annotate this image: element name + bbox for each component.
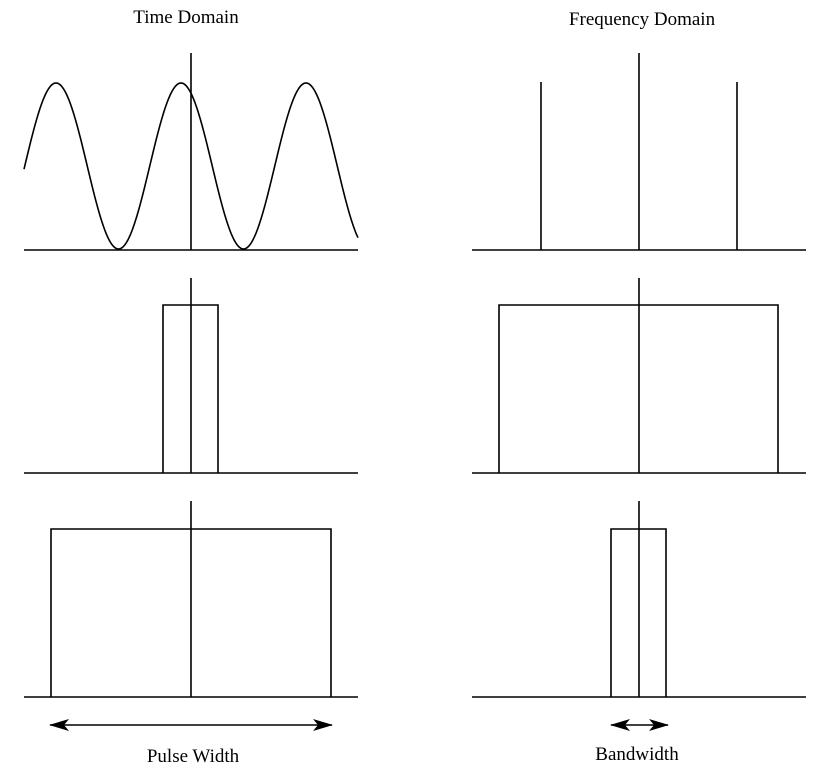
time-narrow-pulse-panel [24, 278, 358, 474]
time-domain-title: Time Domain [133, 7, 239, 28]
freq-narrow-rect-panel [472, 501, 806, 698]
freq-impulses-panel [472, 53, 806, 251]
time-sine-panel [23, 53, 359, 251]
bandwidth-label: Bandwidth [595, 744, 679, 765]
frequency-domain-title: Frequency Domain [568, 9, 716, 30]
pulse-width-label: Pulse Width [146, 746, 240, 767]
freq-wide-rect-panel [472, 278, 806, 474]
time-wide-pulse-panel [24, 501, 358, 698]
sine-wave [23, 82, 359, 250]
